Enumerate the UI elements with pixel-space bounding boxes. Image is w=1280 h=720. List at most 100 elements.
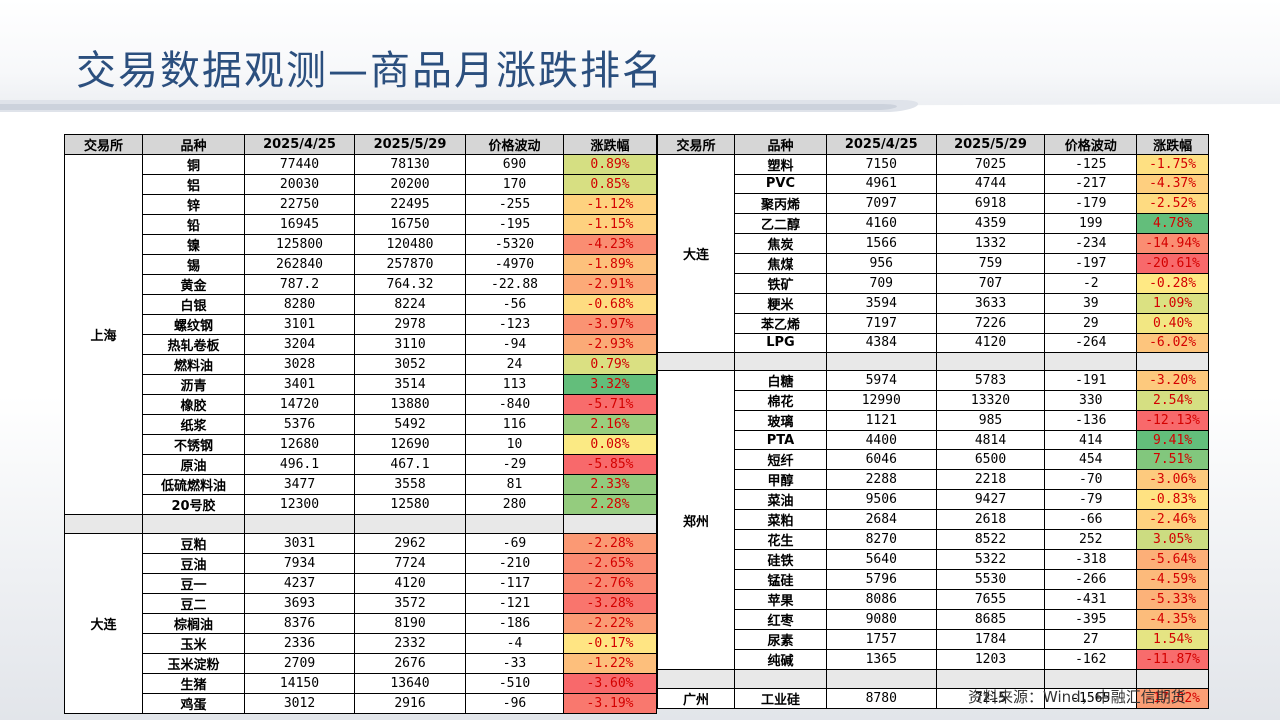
variety-cell: 豆粕 [142, 532, 245, 554]
start-price-cell: 2336 [244, 632, 355, 654]
variety-cell: 白糖 [734, 370, 827, 392]
variety-cell: 焦炭 [734, 232, 827, 254]
price-change-cell: 199 [1044, 212, 1138, 234]
end-price-cell: 4814 [935, 430, 1046, 451]
variety-cell: 豆二 [142, 592, 245, 614]
table-row: PTA 4400 4814 414 9.41% [658, 430, 1209, 451]
pct-change-cell: 1.09% [1136, 292, 1209, 314]
price-change-cell: -94 [465, 334, 564, 355]
variety-cell: 豆油 [142, 552, 245, 574]
pct-change-cell: -1.22% [563, 652, 657, 674]
pct-change-cell: -5.64% [1136, 549, 1209, 571]
header-swoosh [0, 100, 1280, 126]
variety-cell: 锌 [142, 194, 245, 215]
start-price-cell: 787.2 [244, 274, 355, 295]
exchange-cell: 大连 [656, 154, 736, 353]
variety-cell: 热轧卷板 [142, 334, 245, 355]
price-change-cell: -136 [1044, 410, 1138, 432]
start-price-cell: 3028 [244, 354, 355, 375]
header-exchange: 交易所 [656, 134, 736, 155]
end-price-cell: 3633 [935, 292, 1046, 314]
price-change-cell: -96 [465, 692, 564, 714]
price-change-cell: 330 [1044, 390, 1138, 412]
price-change-cell: -70 [1044, 469, 1138, 491]
price-change-cell: -123 [465, 314, 564, 335]
table-row: 镍 125800 120480 -5320 -4.23% [65, 234, 657, 255]
table-row: 甲醇 2288 2218 -70 -3.06% [658, 469, 1209, 491]
divider-cell [64, 514, 143, 534]
price-change-cell: -217 [1044, 174, 1138, 194]
variety-cell: 菜油 [734, 489, 827, 511]
variety-cell: PVC [734, 174, 827, 194]
table-row: 玉米 2336 2332 -4 -0.17% [65, 632, 657, 654]
table-row: 苯乙烯 7197 7226 29 0.40% [658, 312, 1209, 334]
end-price-cell: 6918 [935, 192, 1046, 214]
table-row: 尿素 1757 1784 27 1.54% [658, 629, 1209, 651]
variety-cell: 铁矿 [734, 272, 827, 294]
variety-cell: 铅 [142, 214, 245, 235]
table-row: 黄金 787.2 764.32 -22.88 -2.91% [65, 274, 657, 295]
table-row: 焦炭 1566 1332 -234 -14.94% [658, 232, 1209, 254]
table-row: 红枣 9080 8685 -395 -4.35% [658, 609, 1209, 631]
end-price-cell: 2618 [935, 509, 1046, 531]
pct-change-cell: -12.13% [1136, 410, 1209, 432]
end-price-cell: 5783 [935, 370, 1046, 392]
end-price-cell: 7025 [935, 154, 1046, 175]
end-price-cell: 1332 [935, 232, 1046, 254]
pct-change-cell: 2.28% [563, 494, 657, 515]
pct-change-cell: -3.97% [563, 314, 657, 335]
start-price-cell: 9080 [825, 609, 937, 631]
price-change-cell: -1565 [1044, 687, 1138, 709]
price-change-cell: -179 [1044, 192, 1138, 214]
table-row: 白银 8280 8224 -56 -0.68% [65, 294, 657, 315]
start-price-cell: 12300 [244, 494, 355, 515]
pct-change-cell: 2.16% [563, 414, 657, 435]
pct-change-cell: 0.40% [1136, 312, 1209, 334]
pct-change-cell: 1.54% [1136, 629, 1209, 651]
price-change-cell: -191 [1044, 370, 1138, 392]
variety-cell: 低硫燃料油 [142, 474, 245, 495]
variety-cell: 短纤 [734, 449, 827, 471]
table-row: 铁矿 709 707 -2 -0.28% [658, 272, 1209, 294]
price-change-cell: 454 [1044, 449, 1138, 471]
table-row: 纸浆 5376 5492 116 2.16% [65, 414, 657, 435]
end-price-cell: 8685 [935, 609, 1046, 631]
pct-change-cell: -0.68% [563, 294, 657, 315]
start-price-cell: 4400 [825, 430, 937, 451]
price-change-cell: -162 [1044, 649, 1138, 671]
start-price-cell: 4384 [825, 332, 937, 353]
table-row: 粳米 3594 3633 39 1.09% [658, 292, 1209, 314]
price-change-cell: -56 [465, 294, 564, 315]
end-price-cell: 9427 [935, 489, 1046, 511]
start-price-cell: 3204 [244, 334, 355, 355]
divider-cell [1044, 669, 1138, 689]
start-price-cell: 1365 [825, 649, 937, 671]
start-price-cell: 125800 [244, 234, 355, 255]
price-change-cell: -2 [1044, 272, 1138, 294]
end-price-cell: 5530 [935, 569, 1046, 591]
header-price-change: 价格波动 [465, 134, 564, 155]
start-price-cell: 5796 [825, 569, 937, 591]
pct-change-cell: -3.60% [563, 672, 657, 694]
price-change-cell: -66 [1044, 509, 1138, 531]
divider-cell [1044, 351, 1138, 372]
start-price-cell: 8376 [244, 612, 355, 634]
pct-change-cell: 0.85% [563, 174, 657, 195]
start-price-cell: 14150 [244, 672, 355, 694]
end-price-cell: 7226 [935, 312, 1046, 334]
price-change-cell: 280 [465, 494, 564, 515]
header-variety: 品种 [142, 134, 245, 155]
start-price-cell: 7097 [825, 192, 937, 214]
start-price-cell: 1121 [825, 410, 937, 432]
table-row: 豆二 3693 3572 -121 -3.28% [65, 592, 657, 614]
section-divider-row [656, 351, 1209, 372]
table-row: 不锈钢 12680 12690 10 0.08% [65, 434, 657, 455]
end-price-cell: 2218 [935, 469, 1046, 491]
table-row: 玻璃 1121 985 -136 -12.13% [658, 410, 1209, 432]
end-price-cell: 78130 [354, 154, 466, 175]
pct-change-cell: 7.51% [1136, 449, 1209, 471]
variety-cell: 苯乙烯 [734, 312, 827, 334]
end-price-cell: 985 [935, 410, 1046, 432]
table-row: 热轧卷板 3204 3110 -94 -2.93% [65, 334, 657, 355]
variety-cell: 燃料油 [142, 354, 245, 375]
